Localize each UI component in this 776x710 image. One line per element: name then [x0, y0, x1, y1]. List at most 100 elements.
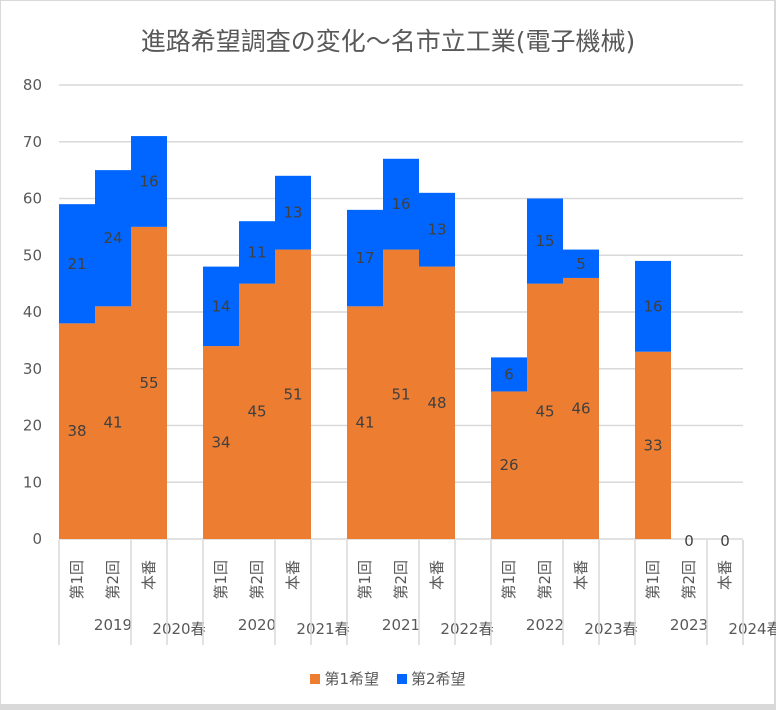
y-axis-ticks: 0 10 20 30 40 50 60 70 80 — [23, 76, 42, 548]
data-label: 15 — [535, 232, 554, 250]
data-labels: 38 21 41 24 55 16 34 14 45 11 51 13 41 17 51 16 48 13 26 6 4… — [67, 172, 729, 550]
x-group-spring-label: 2024春 — [728, 620, 776, 638]
data-label: 14 — [211, 297, 230, 315]
x-category-label: 第2回 — [104, 560, 122, 600]
x-group-year-label: 2021 — [382, 616, 420, 634]
bar-segment — [347, 209, 383, 307]
x-group-spring-label: 2022春 — [440, 620, 493, 638]
x-category-label: 第2回 — [536, 560, 554, 600]
bar-segment — [383, 158, 419, 250]
legend-item-first-choice[interactable]: 第1希望 — [310, 668, 379, 689]
data-label: 11 — [247, 243, 266, 261]
legend-label-second-choice: 第2希望 — [411, 670, 466, 688]
y-tick-label: 40 — [23, 303, 42, 321]
data-label: 21 — [67, 255, 86, 273]
x-category-label: 本番 — [284, 560, 302, 590]
x-category-label: 本番 — [428, 560, 446, 590]
bar-segment — [491, 357, 527, 392]
bar-segment — [563, 277, 599, 539]
y-tick-label: 10 — [23, 473, 42, 491]
bar-segment — [275, 175, 311, 250]
data-label: 34 — [211, 434, 230, 452]
legend-label-first-choice: 第1希望 — [324, 670, 379, 688]
x-group-spring-label: 2021春 — [296, 620, 349, 638]
data-label: 41 — [103, 414, 122, 432]
data-label: 51 — [391, 385, 410, 403]
data-label: 26 — [499, 456, 518, 474]
x-category-label: 第2回 — [680, 560, 698, 600]
legend-swatch-first-choice — [310, 673, 321, 684]
bar-segment — [563, 249, 599, 278]
y-tick-label: 80 — [23, 76, 42, 94]
y-tick-label: 50 — [23, 246, 42, 264]
bar-segment — [131, 226, 167, 539]
x-group-year-label: 2023 — [670, 616, 708, 634]
x-category-label: 第2回 — [392, 560, 410, 600]
data-label: 16 — [643, 297, 662, 315]
chart-title: 進路希望調査の変化～名市立工業(電子機械) — [140, 27, 636, 56]
bar-segment — [527, 283, 563, 539]
y-tick-label: 60 — [23, 190, 42, 208]
data-label: 0 — [720, 532, 730, 550]
legend: 第1希望 第2希望 — [0, 668, 776, 689]
data-label: 13 — [283, 204, 302, 222]
x-group-spring-label: 2020春 — [152, 620, 205, 638]
data-label: 38 — [67, 422, 86, 440]
data-label: 24 — [103, 229, 122, 247]
y-tick-label: 30 — [23, 360, 42, 378]
bar-segment — [491, 391, 527, 539]
y-tick-label: 0 — [32, 530, 42, 548]
legend-swatch-second-choice — [397, 673, 407, 684]
bar-segment — [203, 266, 239, 347]
bar-segment — [95, 306, 131, 539]
bar-segment — [239, 221, 275, 284]
data-label: 33 — [643, 436, 662, 454]
bar-segment — [347, 306, 383, 539]
x-group-year-label: 2022 — [526, 616, 564, 634]
bars — [59, 136, 671, 539]
data-label: 45 — [247, 402, 266, 420]
data-label: 48 — [427, 394, 446, 412]
data-label: 55 — [139, 374, 158, 392]
data-label: 51 — [283, 385, 302, 403]
x-category-label: 第1回 — [644, 560, 662, 600]
data-label: 0 — [684, 532, 694, 550]
x-category-label: 第1回 — [356, 560, 374, 600]
bar-segment — [635, 260, 671, 352]
x-group-year-label: 2020 — [238, 616, 276, 634]
bar-segment — [95, 170, 131, 307]
x-category-label: 本番 — [140, 560, 158, 590]
data-label: 13 — [427, 221, 446, 239]
data-label: 41 — [355, 414, 374, 432]
bar-segment — [419, 192, 455, 267]
bar-segment — [275, 249, 311, 539]
x-category-label: 本番 — [716, 560, 734, 590]
data-label: 5 — [576, 255, 586, 273]
data-label: 6 — [504, 365, 514, 383]
bar-segment — [203, 346, 239, 539]
y-tick-label: 20 — [23, 417, 42, 435]
bar-segment — [59, 323, 95, 539]
x-category-label: 第1回 — [212, 560, 230, 600]
y-tick-label: 70 — [23, 133, 42, 151]
x-category-label: 本番 — [572, 560, 590, 590]
data-label: 16 — [139, 172, 158, 190]
bar-segment — [419, 266, 455, 539]
x-group-spring-label: 2023春 — [584, 620, 637, 638]
bar-segment — [59, 204, 95, 324]
x-category-label: 第1回 — [68, 560, 86, 600]
bar-segment — [635, 351, 671, 539]
data-label: 16 — [391, 195, 410, 213]
bar-segment — [527, 198, 563, 284]
x-category-label: 第1回 — [500, 560, 518, 600]
data-label: 17 — [355, 249, 374, 267]
bar-segment — [131, 136, 167, 227]
bar-segment — [383, 249, 419, 539]
legend-item-second-choice[interactable]: 第2希望 — [397, 668, 466, 689]
x-group-year-label: 2019 — [94, 616, 132, 634]
bar-segment — [239, 283, 275, 539]
data-label: 46 — [571, 399, 590, 417]
x-category-label: 第2回 — [248, 560, 266, 600]
